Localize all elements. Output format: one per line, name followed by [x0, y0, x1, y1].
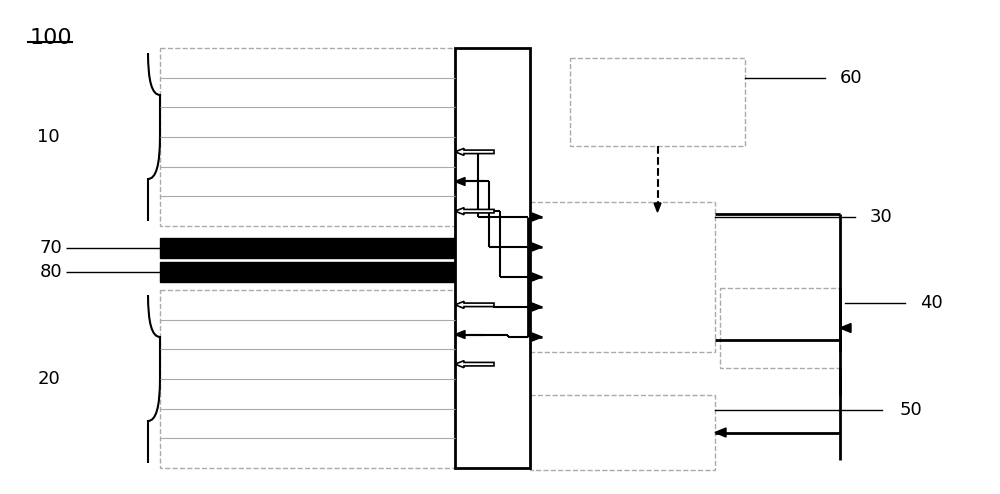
Bar [530, 395, 715, 470]
Polygon shape [455, 207, 494, 215]
Bar [720, 288, 840, 368]
Bar [530, 202, 715, 352]
Polygon shape [455, 361, 494, 368]
Polygon shape [532, 303, 542, 311]
Text: 10: 10 [37, 128, 60, 146]
Polygon shape [532, 243, 542, 251]
Text: 100: 100 [30, 28, 73, 48]
Bar [455, 48, 530, 468]
Polygon shape [455, 301, 494, 308]
Bar [570, 58, 745, 146]
Text: 60: 60 [840, 69, 863, 87]
Text: 70: 70 [39, 239, 62, 257]
Polygon shape [455, 330, 465, 338]
Polygon shape [840, 324, 851, 332]
Bar [160, 238, 455, 258]
Text: 20: 20 [37, 370, 60, 388]
Polygon shape [654, 203, 661, 212]
Text: 80: 80 [39, 263, 62, 281]
Text: 40: 40 [920, 294, 943, 312]
Polygon shape [532, 333, 542, 341]
Text: 30: 30 [870, 208, 893, 226]
Polygon shape [455, 148, 494, 155]
Bar [160, 48, 455, 226]
Bar [160, 262, 455, 282]
Polygon shape [715, 428, 726, 437]
Polygon shape [455, 177, 465, 186]
Polygon shape [532, 273, 542, 281]
Bar [160, 290, 455, 468]
Polygon shape [532, 213, 542, 221]
Text: 50: 50 [900, 401, 923, 419]
